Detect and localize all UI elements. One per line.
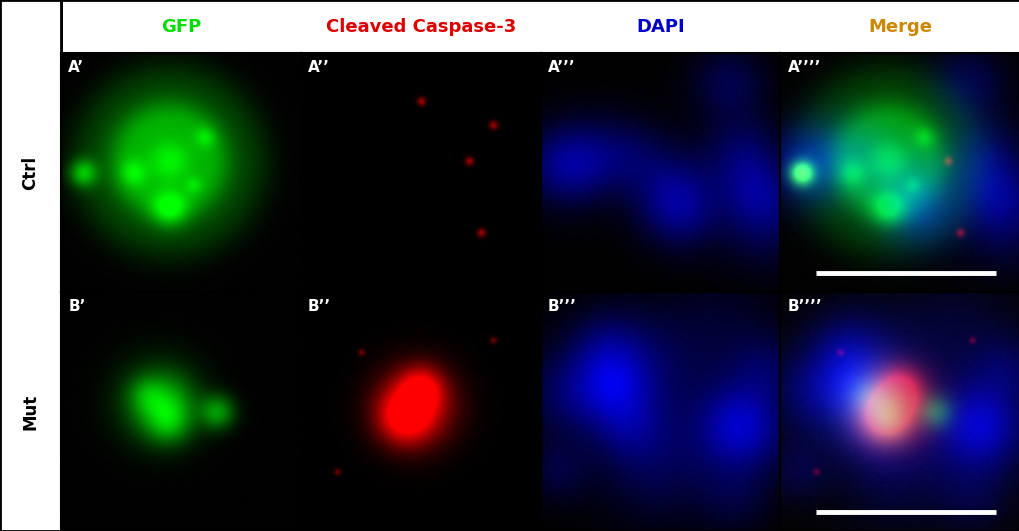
Text: DAPI: DAPI bbox=[636, 18, 684, 36]
Text: B’: B’ bbox=[68, 299, 86, 314]
Text: B’’’’: B’’’’ bbox=[787, 299, 821, 314]
Text: Mut: Mut bbox=[21, 393, 40, 430]
Text: B’’’: B’’’ bbox=[547, 299, 576, 314]
Bar bbox=[0, 0, 61, 531]
Text: B’’: B’’ bbox=[308, 299, 331, 314]
Text: A’: A’ bbox=[68, 60, 85, 75]
Text: Cleaved Caspase-3: Cleaved Caspase-3 bbox=[325, 18, 516, 36]
Text: A’’’’: A’’’’ bbox=[787, 60, 820, 75]
Text: Ctrl: Ctrl bbox=[21, 156, 40, 190]
Text: A’’: A’’ bbox=[308, 60, 329, 75]
Text: A’’’: A’’’ bbox=[547, 60, 575, 75]
Text: Merge: Merge bbox=[867, 18, 931, 36]
Text: GFP: GFP bbox=[161, 18, 201, 36]
